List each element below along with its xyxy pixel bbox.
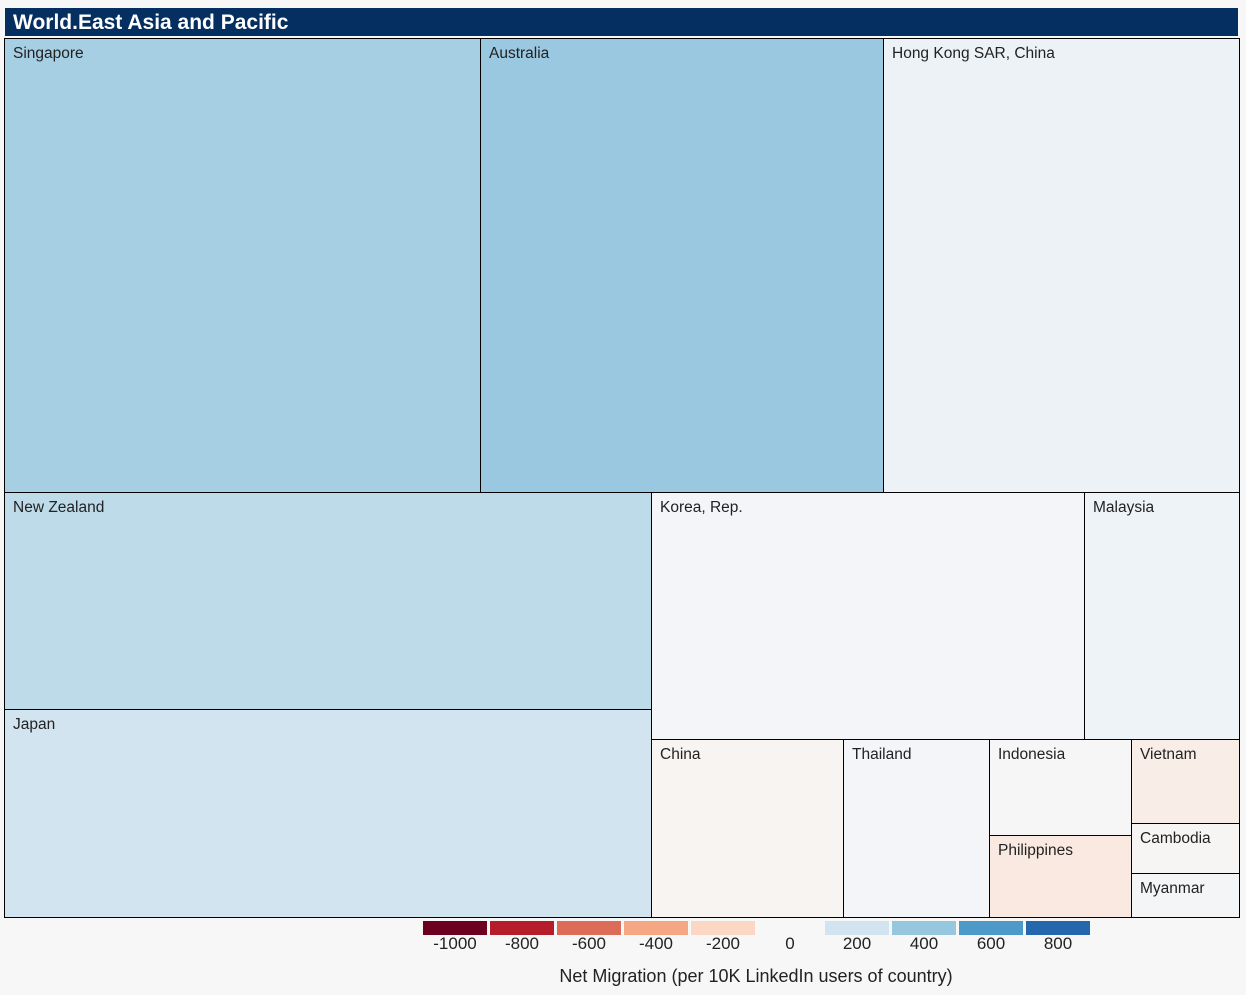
- tile-label: Vietnam: [1140, 746, 1197, 763]
- legend-tick-label: -400: [638, 934, 674, 953]
- tile-vietnam[interactable]: Vietnam: [1131, 739, 1240, 824]
- tile-label: Korea, Rep.: [660, 499, 743, 516]
- tile-korea-rep[interactable]: Korea, Rep.: [651, 492, 1085, 740]
- legend-tick-label: -200: [705, 934, 741, 953]
- legend-title: Net Migration (per 10K LinkedIn users of…: [559, 966, 953, 986]
- legend-swatch: [1026, 921, 1090, 935]
- tile-label: Australia: [489, 45, 550, 62]
- tile-label: New Zealand: [13, 499, 105, 516]
- legend-swatch: [557, 921, 621, 935]
- tile-myanmar[interactable]: Myanmar: [1131, 873, 1240, 918]
- tile-cambodia[interactable]: Cambodia: [1131, 823, 1240, 874]
- legend-tick-label: -1000: [433, 934, 477, 953]
- tile-japan[interactable]: Japan: [4, 709, 652, 918]
- tile-label: Hong Kong SAR, China: [892, 45, 1055, 62]
- legend-swatch: [825, 921, 889, 935]
- legend-tick-label: -800: [504, 934, 540, 953]
- chart-title: World.East Asia and Pacific: [5, 8, 1238, 36]
- tile-australia[interactable]: Australia: [480, 38, 884, 493]
- tile-singapore[interactable]: Singapore: [4, 38, 481, 493]
- legend-swatch: [423, 921, 487, 935]
- color-legend: Net Migration (per 10K LinkedIn users of…: [0, 918, 1246, 995]
- legend-tick-label: 600: [976, 934, 1006, 953]
- tile-thailand[interactable]: Thailand: [843, 739, 990, 918]
- tile-label: Malaysia: [1093, 499, 1155, 516]
- tile-label: Singapore: [13, 45, 84, 62]
- treemap-area: Singapore Australia Hong Kong SAR, China Ne…: [4, 38, 1240, 918]
- tile-malaysia[interactable]: Malaysia: [1084, 492, 1240, 740]
- tile-label: Myanmar: [1140, 880, 1205, 897]
- legend-swatch: [490, 921, 554, 935]
- tile-label: Cambodia: [1140, 830, 1211, 847]
- tile-indonesia[interactable]: Indonesia: [989, 739, 1132, 836]
- legend-tick-label: 200: [842, 934, 872, 953]
- legend-swatch: [959, 921, 1023, 935]
- legend-swatch: [892, 921, 956, 935]
- legend-swatch: [624, 921, 688, 935]
- tile-label: Thailand: [852, 746, 912, 763]
- legend-tick-label: 0: [785, 934, 795, 953]
- tile-china[interactable]: China: [651, 739, 844, 918]
- legend-tick-label: -600: [571, 934, 607, 953]
- legend-swatch: [691, 921, 755, 935]
- legend-tick-label: 800: [1043, 934, 1073, 953]
- tile-new-zealand[interactable]: New Zealand: [4, 492, 652, 711]
- tile-label: Philippines: [998, 842, 1073, 859]
- legend-tick-label: 400: [909, 934, 939, 953]
- tile-label: Indonesia: [998, 746, 1066, 763]
- tile-philippines[interactable]: Philippines: [989, 835, 1132, 918]
- tile-label: China: [660, 746, 701, 763]
- tile-hong-kong-sar-china[interactable]: Hong Kong SAR, China: [883, 38, 1240, 493]
- legend-swatch: [758, 921, 822, 935]
- tile-label: Japan: [13, 716, 56, 733]
